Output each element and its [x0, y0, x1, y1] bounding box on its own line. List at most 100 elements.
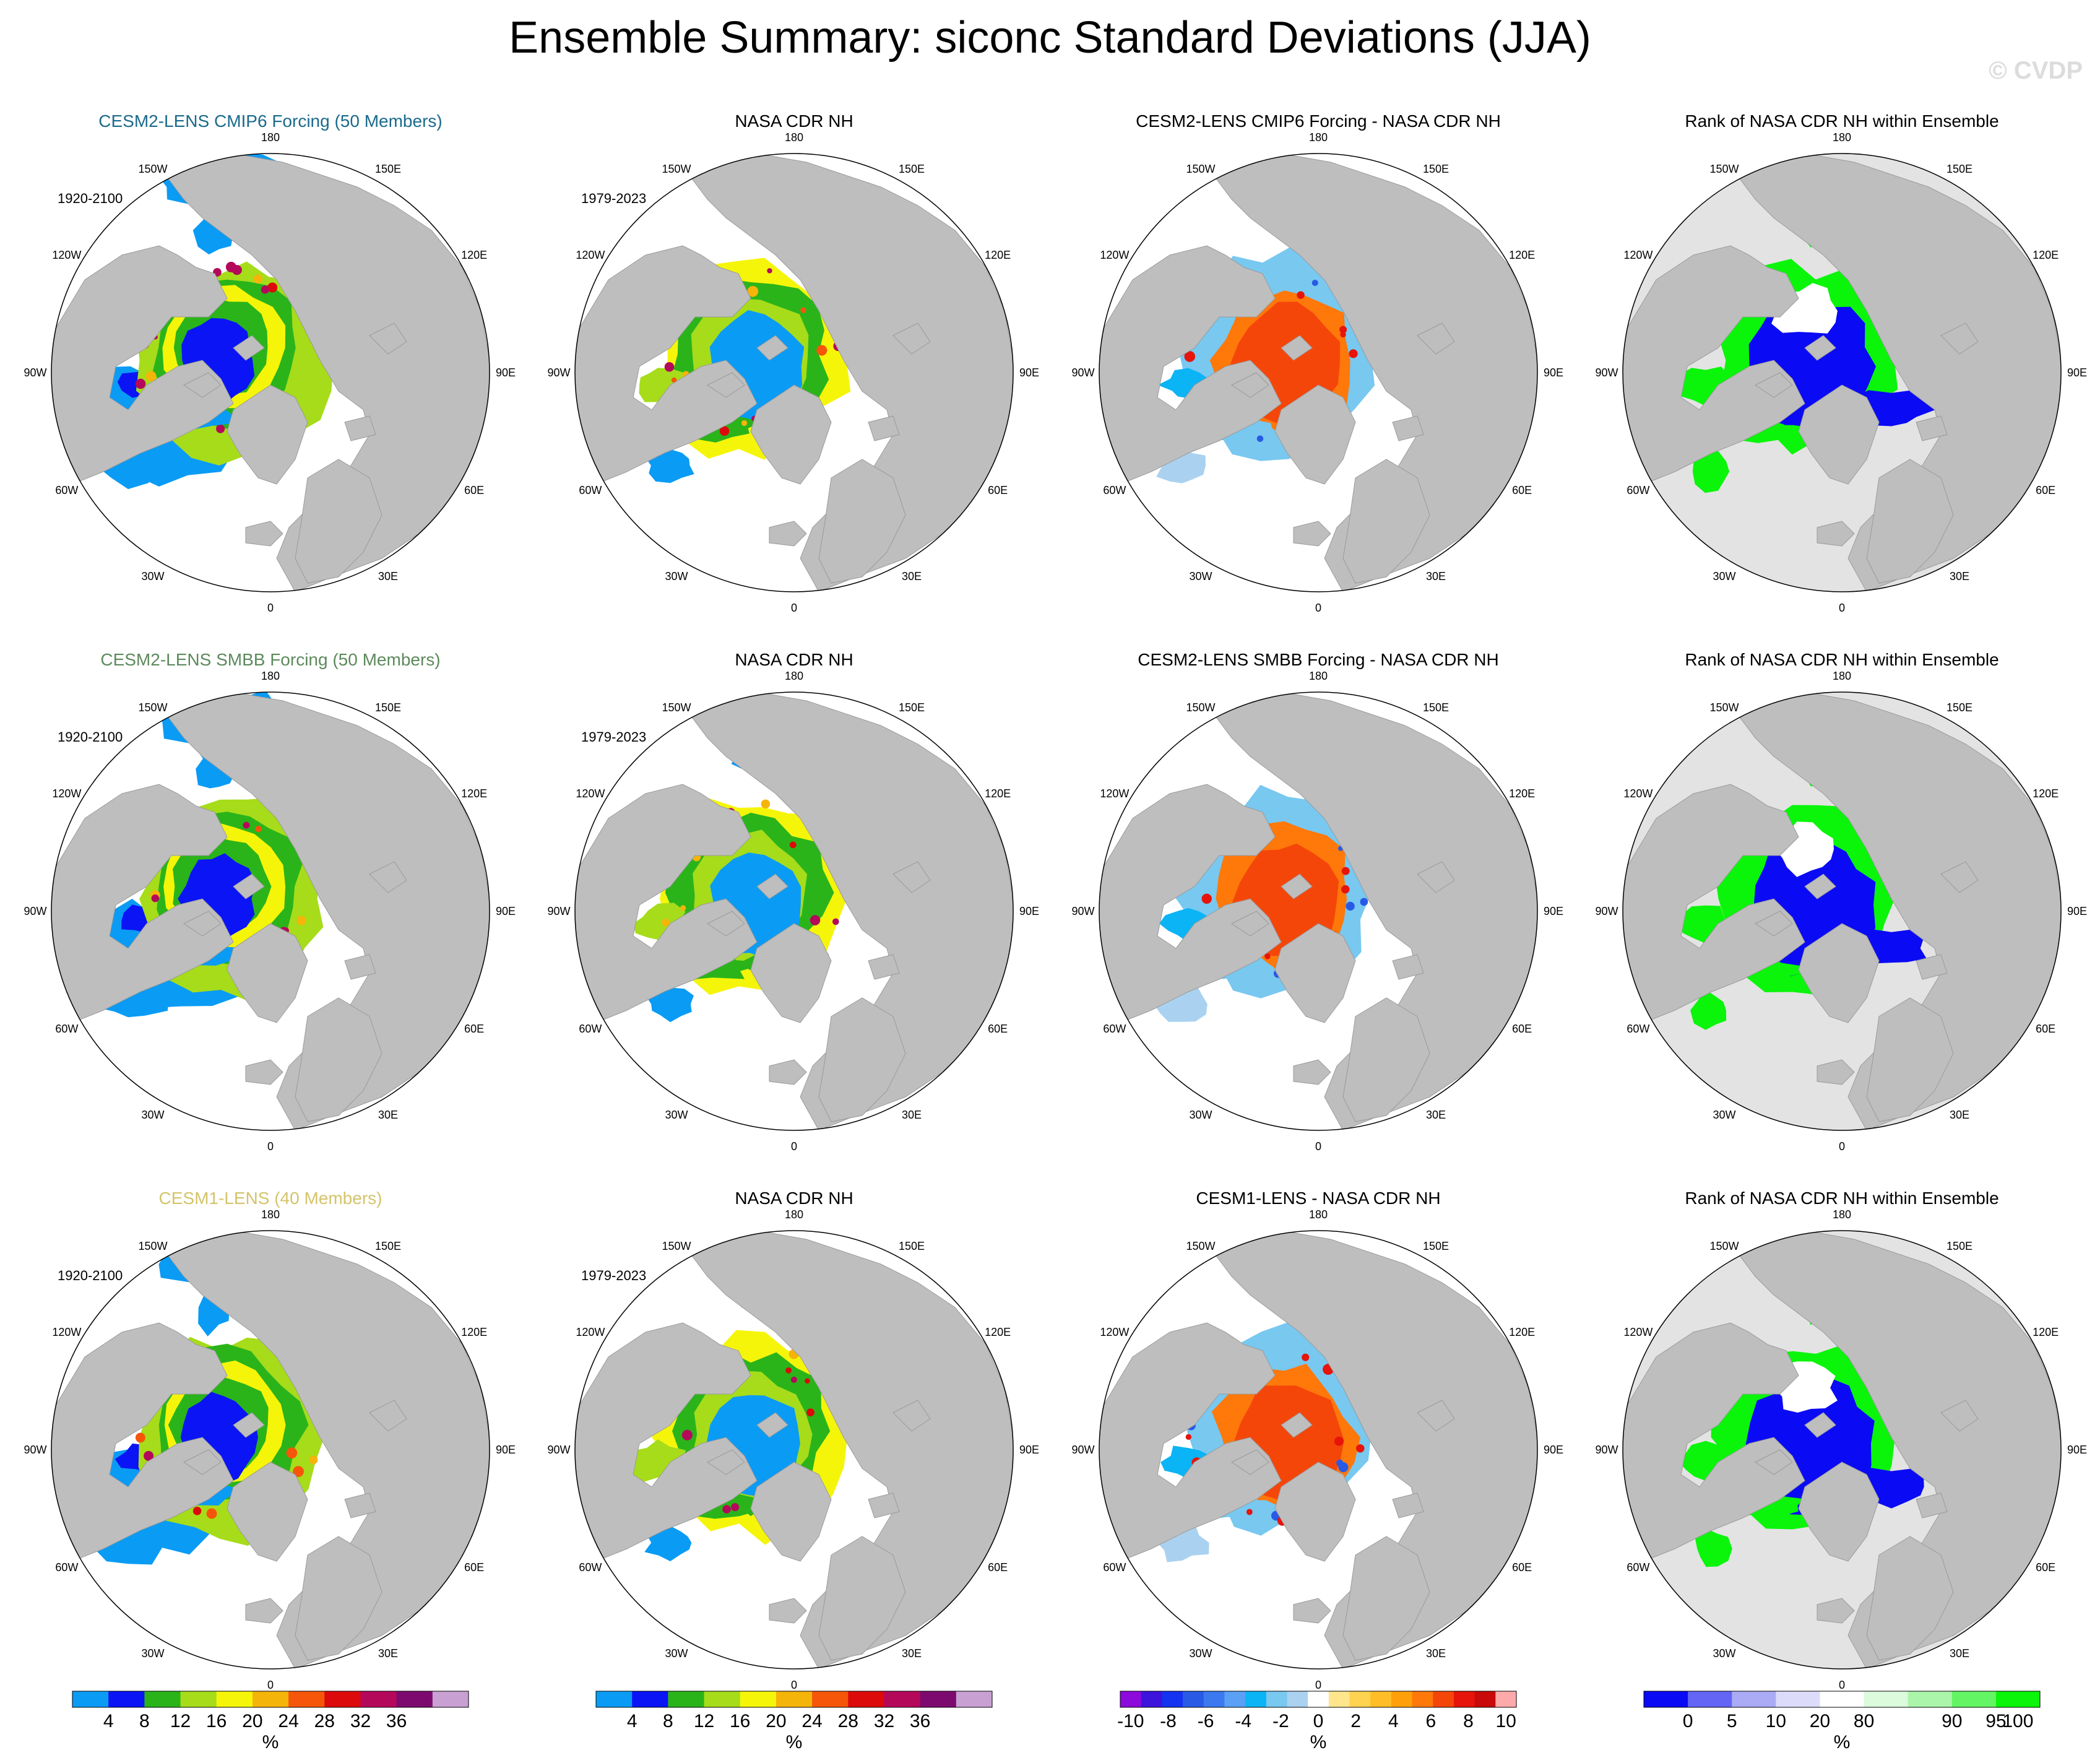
panel-title-r1-diff: CESM2-LENS CMIP6 Forcing - NASA CDR NH — [1136, 111, 1501, 131]
colorbar-swatch — [1287, 1691, 1308, 1707]
lon-label-30e: 30E — [378, 570, 398, 583]
lon-label-120e: 120E — [2033, 1326, 2059, 1338]
colorbar-tick-label: 16 — [730, 1711, 750, 1731]
colorbar-swatch — [1203, 1691, 1225, 1707]
land-layer — [1099, 154, 1537, 592]
lon-label-30e: 30E — [1426, 1647, 1446, 1660]
panel-title-r1-ensemble: CESM2-LENS CMIP6 Forcing (50 Members) — [98, 111, 443, 131]
lon-label-30w: 30W — [665, 1109, 688, 1121]
colorbar-swatch — [1995, 1691, 2041, 1707]
lon-label-60e: 60E — [988, 1561, 1008, 1574]
lon-label-0: 0 — [1315, 1679, 1321, 1691]
colorbar-tick-label: 8 — [663, 1711, 673, 1731]
lon-label-30w: 30W — [141, 1109, 164, 1121]
lon-label-90w: 90W — [1071, 905, 1094, 917]
colorbar-swatch — [1412, 1691, 1433, 1707]
colorbar-swatch — [252, 1691, 289, 1707]
lon-label-120e: 120E — [1509, 249, 1535, 261]
colorbar-swatch — [1328, 1691, 1350, 1707]
colorbar-swatch — [632, 1691, 668, 1707]
panel-title-r2-obs: NASA CDR NH — [735, 650, 853, 669]
lon-label-30e: 30E — [1950, 1647, 1969, 1660]
map-boundary — [51, 691, 490, 1131]
lon-label-90w: 90W — [1595, 905, 1618, 917]
lon-label-30w: 30W — [1713, 570, 1735, 583]
lon-label-120e: 120E — [461, 1326, 487, 1338]
land-layer — [1623, 154, 2061, 592]
lon-label-90w: 90W — [1595, 366, 1618, 379]
lon-label-30w: 30W — [1189, 570, 1212, 583]
lon-label-0: 0 — [1839, 602, 1845, 614]
lon-label-30w: 30W — [1713, 1647, 1735, 1660]
colorbar-swatch — [1370, 1691, 1392, 1707]
colorbar-tick-label: 5 — [1727, 1711, 1737, 1731]
lon-label-150e: 150E — [375, 1240, 401, 1252]
map-boundary — [1622, 153, 2062, 592]
lon-label-120e: 120E — [461, 249, 487, 261]
map-boundary — [1099, 1230, 1538, 1670]
panel-title-r3-diff: CESM1-LENS - NASA CDR NH — [1196, 1189, 1441, 1208]
lon-label-120e: 120E — [1509, 1326, 1535, 1338]
colorbar-tick-label: 12 — [694, 1711, 714, 1731]
lon-label-30e: 30E — [902, 1109, 922, 1121]
map-boundary — [574, 691, 1014, 1131]
lon-label-60w: 60W — [55, 1561, 78, 1574]
lon-label-120w: 120W — [1100, 1326, 1129, 1338]
lon-label-150e: 150E — [375, 163, 401, 175]
colorbar-swatch — [1864, 1691, 1909, 1707]
colorbar-swatch — [668, 1691, 705, 1707]
period-label: 1979-2023 — [581, 1268, 646, 1283]
colorbar-swatch — [596, 1691, 633, 1707]
lon-label-90e: 90E — [2067, 1444, 2087, 1456]
panel-title-r3-obs: NASA CDR NH — [735, 1189, 853, 1208]
lon-label-90w: 90W — [1595, 1444, 1618, 1456]
colorbar-swatch — [812, 1691, 849, 1707]
lon-label-90e: 90E — [1544, 1444, 1563, 1456]
map-boundary — [1099, 153, 1538, 592]
colorbar-swatch — [288, 1691, 325, 1707]
lon-label-120e: 120E — [2033, 787, 2059, 800]
land-layer — [51, 154, 490, 592]
lon-label-120w: 120W — [1623, 787, 1653, 800]
lon-label-30e: 30E — [378, 1647, 398, 1660]
period-label: 1979-2023 — [581, 729, 646, 745]
lon-label-90e: 90E — [1019, 905, 1039, 917]
land-layer — [51, 692, 490, 1130]
lon-label-60w: 60W — [579, 1561, 602, 1574]
map-boundary — [51, 1230, 490, 1670]
period-label: 1920-2100 — [58, 729, 123, 745]
colorbar-swatch — [740, 1691, 777, 1707]
colorbar-tick-label: 24 — [278, 1711, 298, 1731]
lon-label-60e: 60E — [2036, 1561, 2055, 1574]
lon-label-60w: 60W — [1627, 484, 1649, 496]
colorbar-swatch — [1495, 1691, 1517, 1707]
colorbar-swatch — [1433, 1691, 1454, 1707]
colorbar-swatch — [360, 1691, 397, 1707]
polar-map-r2-ensemble: 180 150E 120E 90E 60E 30E 0 30W 60W 90W 120W 150W 19… — [24, 670, 516, 1153]
colorbar-swatch — [704, 1691, 741, 1707]
lon-label-150w: 150W — [662, 701, 691, 714]
lon-label-30w: 30W — [1189, 1647, 1212, 1660]
colorbar-tick-label: -4 — [1235, 1711, 1251, 1731]
lon-label-60e: 60E — [988, 1023, 1008, 1035]
lon-label-60w: 60W — [1103, 1561, 1126, 1574]
colorbar-swatch — [1183, 1691, 1204, 1707]
lon-label-180: 180 — [1833, 131, 1851, 144]
panel-title-r2-rank: Rank of NASA CDR NH within Ensemble — [1685, 650, 1999, 669]
polar-map-r1-obs: 180 150E 120E 90E 60E 30E 0 30W 60W 90W 120W 150W 19… — [547, 131, 1039, 614]
lon-label-120e: 120E — [2033, 249, 2059, 261]
lon-label-30e: 30E — [1426, 570, 1446, 583]
lon-label-150e: 150E — [899, 701, 925, 714]
colorbar-tick-label: 4 — [1388, 1711, 1399, 1731]
polar-map-r3-rank: 180 150E 120E 90E 60E 30E 0 30W 60W 90W 120W 150W — [1595, 1208, 2087, 1691]
land-layer — [1099, 1231, 1537, 1669]
land-layer — [51, 1231, 490, 1669]
lon-label-180: 180 — [261, 1208, 280, 1221]
colorbar-tick-label: 2 — [1350, 1711, 1361, 1731]
land-layer — [1623, 692, 2061, 1130]
lon-label-150w: 150W — [1186, 1240, 1215, 1252]
colorbar-tick-label: -2 — [1273, 1711, 1289, 1731]
lon-label-30w: 30W — [665, 570, 688, 583]
colorbar-stddev-2: 4 8 12 16 20 24 28 32 36% — [595, 1691, 993, 1752]
